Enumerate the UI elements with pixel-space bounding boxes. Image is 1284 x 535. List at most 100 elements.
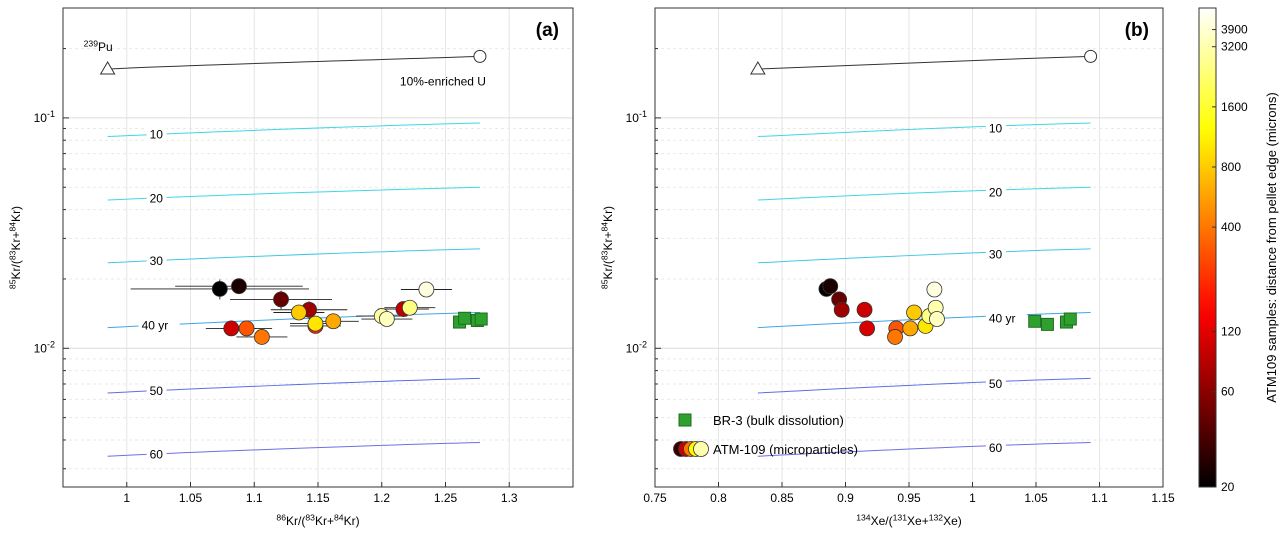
colorbar-bar (1198, 7, 1217, 488)
decay-label: 10 (989, 121, 1003, 135)
atm109-point (887, 329, 903, 345)
atm109-point (833, 301, 850, 318)
x-tick-label: 1 (969, 491, 976, 505)
decay-line (107, 122, 480, 138)
decay-label-bg (146, 126, 167, 141)
axes-frame (62, 7, 574, 488)
x-tick-label: 1.05 (179, 491, 203, 505)
decay-line (757, 186, 1091, 201)
triangle-marker (749, 61, 766, 75)
x-tick-label: 0.75 (643, 491, 667, 505)
x-tick-label: 1.3 (501, 491, 518, 505)
decay-label-bg (138, 317, 180, 332)
panel-label: (a) (536, 20, 559, 41)
decay-label: 30 (150, 254, 164, 268)
br3-point (1063, 312, 1077, 326)
br3-point (474, 312, 488, 326)
circle-marker (1084, 49, 1098, 63)
decay-label: 30 (989, 247, 1003, 261)
x-tick-label: 1.2 (373, 491, 390, 505)
decay-line (107, 248, 480, 264)
triangle-marker (99, 61, 116, 75)
decay-line (757, 312, 1091, 329)
mixing-line (757, 55, 1091, 70)
legend-circle-marker (693, 441, 709, 457)
br3-point (1028, 314, 1042, 328)
decay-line (757, 442, 1091, 457)
x-tick-label: 1.1 (246, 491, 263, 505)
y-tick-label: 10-1 (34, 109, 55, 125)
legend-label: BR-3 (bulk dissolution) (713, 413, 844, 428)
atm109-point (238, 320, 255, 337)
decay-label-bg (146, 190, 167, 205)
decay-label: 40 yr (989, 312, 1016, 326)
decay-label: 20 (989, 185, 1003, 199)
legend-square-marker (678, 413, 692, 427)
colorbar-tick-label: 3200 (1221, 40, 1248, 54)
decay-label-bg (985, 376, 1006, 391)
decay-line (107, 442, 480, 457)
decay-label: 10 (150, 128, 164, 142)
atm109-point (401, 299, 418, 316)
decay-label: 50 (150, 384, 164, 398)
colorbar-tick-label: 120 (1221, 325, 1241, 339)
decay-label: 60 (150, 447, 164, 461)
decay-label: 60 (989, 441, 1003, 455)
atm109-point (223, 320, 240, 337)
x-tick-label: 1.15 (306, 491, 330, 505)
endmember-label: 10%-enriched U (400, 74, 486, 88)
atm109-point (902, 320, 919, 337)
decay-label: 20 (150, 191, 164, 205)
decay-label: 40 yr (142, 318, 169, 332)
x-tick-label: 1.15 (1151, 491, 1175, 505)
decay-label-bg (985, 184, 1006, 199)
decay-label-bg (985, 246, 1006, 261)
x-tick-label: 1.25 (434, 491, 458, 505)
x-tick-label: 1.1 (1091, 491, 1108, 505)
colorbar-tick-label: 400 (1221, 220, 1241, 234)
atm109-point (253, 329, 270, 345)
atm109-point (231, 278, 247, 295)
decay-line (107, 186, 480, 201)
colorbar-tick-label: 1600 (1221, 100, 1248, 114)
colorbar: 20 60 120 400 800 1600 3200 3900 ATM109 samples:… (1198, 7, 1279, 494)
atm109-point (856, 301, 873, 318)
decay-label: 50 (989, 377, 1003, 391)
colorbar-tick-label: 800 (1221, 160, 1241, 174)
decay-label-bg (985, 120, 1006, 135)
decay-line (757, 377, 1091, 394)
x-tick-label: 0.95 (897, 491, 921, 505)
atm109-point (273, 291, 289, 308)
atm109-point (211, 281, 228, 297)
br3-point (458, 311, 472, 325)
x-tick-label: 0.8 (710, 491, 727, 505)
atm109-point (859, 320, 875, 337)
colorbar-label: ATM109 samples: distance from pellet edg… (1264, 92, 1279, 402)
mixing-line (107, 55, 480, 70)
atm109-point (418, 281, 435, 298)
atm109-point (906, 304, 922, 321)
y-tick-label: 10-1 (626, 109, 647, 125)
panel-b: 0.75 0.8 0.85 0.9 0.95 1 1.05 1.1 1.15 10-1 10-2 13… (599, 7, 1175, 528)
x-tick-label: 1.05 (1024, 491, 1048, 505)
decay-label-bg (146, 446, 167, 461)
endmember-label: 239Pu (84, 38, 113, 54)
y-axis-label: 85Kr/(83Kr+84Kr) (7, 206, 23, 289)
panel-a: 1 1.05 1.1 1.15 1.2 1.25 1.3 10-1 10-2 86Kr/(83Kr… (7, 7, 574, 528)
atm109-point (926, 281, 943, 298)
panel-label: (b) (1125, 20, 1149, 41)
x-axis-label: 86Kr/(83Kr+84Kr) (276, 512, 359, 528)
decay-label-bg (985, 439, 1006, 454)
atm109-point (325, 313, 342, 330)
decay-line (107, 377, 480, 394)
circle-marker (473, 49, 487, 63)
decay-line (757, 122, 1091, 138)
atm109-point (929, 311, 945, 327)
x-tick-label: 1 (123, 491, 130, 505)
br3-point (1040, 317, 1054, 331)
decay-label-bg (146, 382, 167, 397)
x-tick-label: 0.9 (837, 491, 854, 505)
atm109-point (290, 304, 307, 321)
legend-label: ATM-109 (microparticles) (713, 442, 858, 457)
